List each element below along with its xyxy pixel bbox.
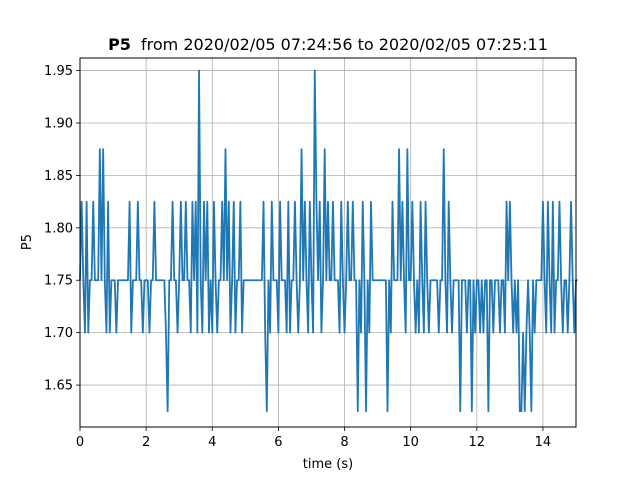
x-tick-label: 2 xyxy=(142,435,150,450)
y-axis-label: P5 xyxy=(20,234,35,250)
plot-frame xyxy=(79,57,577,428)
y-tick-label: 1.75 xyxy=(44,274,73,289)
y-tick-label: 1.95 xyxy=(44,64,73,79)
x-tick-label: 12 xyxy=(469,435,486,450)
y-tick-label: 1.80 xyxy=(44,221,73,236)
y-tick-label: 1.65 xyxy=(44,379,73,394)
x-axis: 0 2 4 6 8 10 12 14 xyxy=(76,427,551,450)
y-axis: 1.65 1.70 1.75 1.80 1.85 1.90 1.95 xyxy=(44,64,80,394)
x-tick-label: 14 xyxy=(535,435,552,450)
series-line xyxy=(79,69,578,413)
y-tick-label: 1.90 xyxy=(44,116,73,131)
x-axis-label: time (s) xyxy=(303,457,353,472)
x-tick-label: 0 xyxy=(76,435,84,450)
x-tick-label: 10 xyxy=(402,435,419,450)
x-tick-label: 4 xyxy=(208,435,216,450)
chart-title-bold: P5 xyxy=(108,35,131,54)
y-tick-label: 1.85 xyxy=(44,169,73,184)
y-tick-label: 1.70 xyxy=(44,326,73,341)
chart-title-rest: from 2020/02/05 07:24:56 to 2020/02/05 0… xyxy=(141,35,548,54)
x-tick-label: 6 xyxy=(274,435,282,450)
series-group xyxy=(79,69,578,413)
chart-title: P5 from 2020/02/05 07:24:56 to 2020/02/0… xyxy=(108,35,548,54)
x-tick-label: 8 xyxy=(340,435,348,450)
